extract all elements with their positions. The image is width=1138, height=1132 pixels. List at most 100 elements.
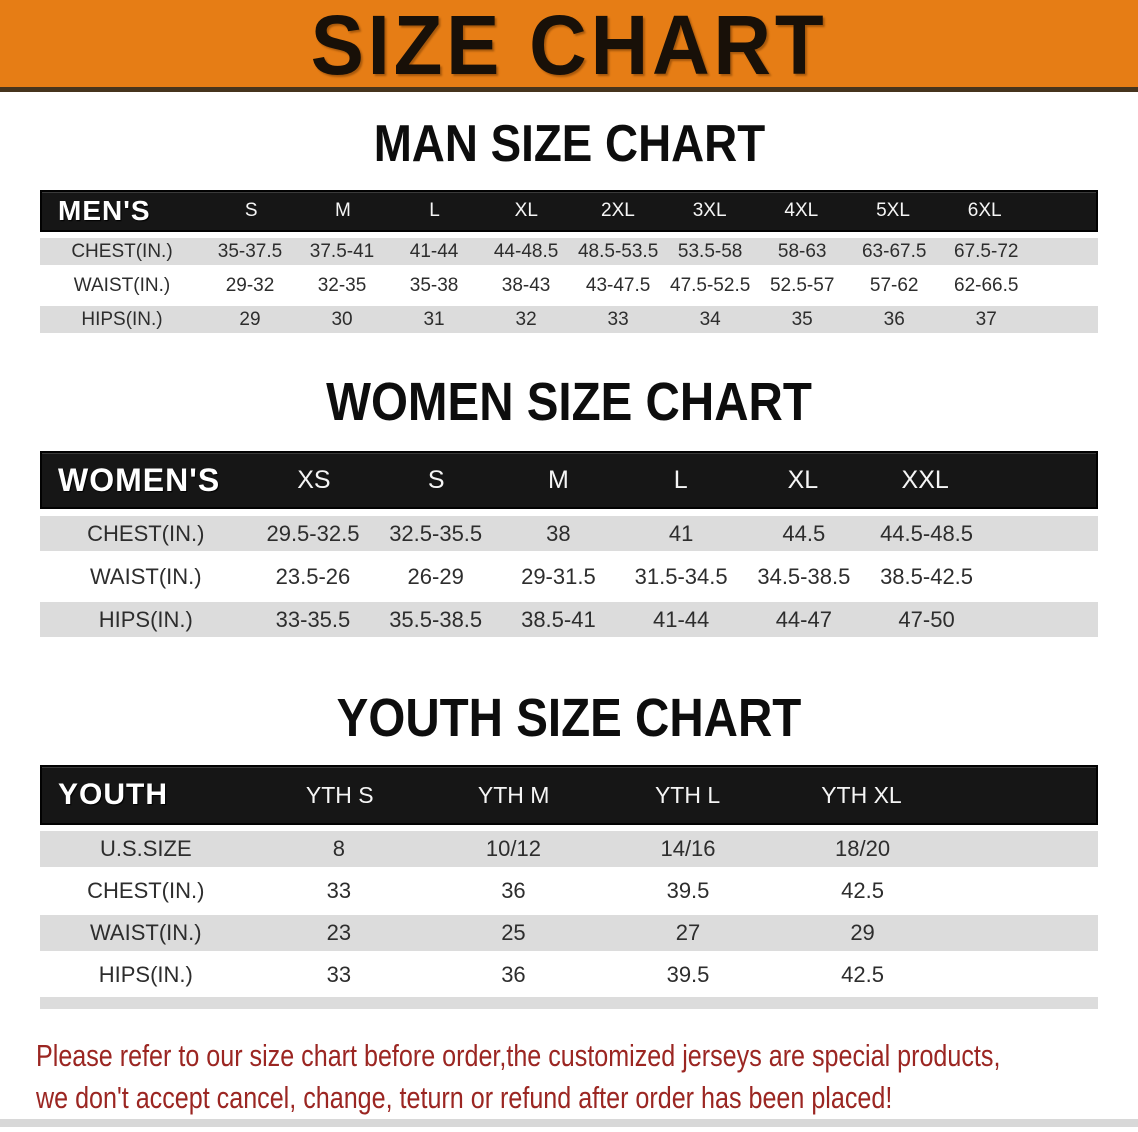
youth-size-chart-section: YOUTH SIZE CHART YOUTH YTH S YTH M YTH L YT… [0, 691, 1138, 1009]
size-column-header: 3XL [692, 200, 727, 221]
size-value-cell: 53.5-58 [677, 240, 743, 262]
size-value-cell: 62-66.5 [954, 274, 1019, 296]
size-value-cell: 38.5-42.5 [880, 563, 974, 589]
row-label: HIPS(IN.) [98, 962, 193, 987]
size-value-cell: 32-35 [317, 274, 367, 296]
size-value-cell: 27 [675, 920, 701, 945]
size-value-cell: 41-44 [409, 240, 459, 262]
womens-table-header: WOMEN'S XS S M L XL XXL [40, 451, 1098, 509]
size-value-cell: 36 [501, 878, 526, 903]
size-column-header: 2XL [601, 200, 635, 221]
size-value-cell: 33 [607, 308, 629, 330]
banner-title: SIZE CHART [310, 0, 828, 92]
size-value-cell: 52.5-57 [769, 274, 835, 296]
table-row: CHEST(IN.) 33 36 39.5 42.5 [40, 873, 1098, 909]
youth-size-table: YOUTH YTH S YTH M YTH L YTH XL U.S.SIZE 8 10/… [40, 765, 1098, 1009]
women-section-heading: WOMEN SIZE CHART [0, 375, 1138, 429]
youth-corner-label: YOUTH [58, 778, 168, 811]
row-label: WAIST(IN.) [73, 274, 171, 296]
size-value-cell: 57-62 [869, 274, 919, 296]
size-column-header: XL [787, 465, 819, 494]
man-size-chart-section: MAN SIZE CHART MEN'S S M L XL 2XL 3XL 4XL 5XL 6X… [0, 118, 1138, 333]
size-value-cell: 30 [331, 308, 353, 330]
size-value-cell: 29 [239, 308, 261, 330]
size-value-cell: 14/16 [660, 836, 716, 861]
size-value-cell: 18/20 [835, 836, 891, 861]
size-value-cell: 35-37.5 [217, 240, 283, 262]
mens-size-table: MEN'S S M L XL 2XL 3XL 4XL 5XL 6XL CHEST(IN.) 35-… [40, 190, 1098, 333]
size-value-cell: 34 [699, 308, 721, 330]
size-value-cell: 44-47 [775, 606, 832, 632]
size-column-header: M [548, 465, 569, 494]
size-column-header: YTH M [477, 781, 550, 808]
table-row: WAIST(IN.) 23.5-26 26-29 29-31.5 31.5-34.5 34… [40, 559, 1098, 594]
banner: SIZE CHART [0, 0, 1138, 92]
size-column-header: XXL [901, 465, 949, 494]
row-label: HIPS(IN.) [81, 308, 163, 330]
size-value-cell: 23 [326, 920, 352, 945]
size-value-cell: 44.5 [782, 520, 826, 546]
size-value-cell: 8 [332, 836, 345, 861]
disclaimer-line-1: Please refer to our size chart before or… [36, 1035, 1138, 1077]
size-column-header: S [244, 200, 258, 221]
size-column-header: XS [297, 465, 331, 494]
size-value-cell: 37.5-41 [309, 240, 375, 262]
mens-table-header: MEN'S S M L XL 2XL 3XL 4XL 5XL 6XL [40, 190, 1098, 232]
size-value-cell: 44-48.5 [493, 240, 559, 262]
size-value-cell: 29-32 [225, 274, 275, 296]
size-value-cell: 39.5 [666, 962, 710, 987]
row-label: CHEST(IN.) [87, 520, 205, 546]
size-value-cell: 31.5-34.5 [634, 563, 728, 589]
size-value-cell: 48.5-53.5 [577, 240, 659, 262]
size-value-cell: 35 [791, 308, 813, 330]
size-value-cell: 26-29 [407, 563, 464, 589]
womens-size-table: WOMEN'S XS S M L XL XXL CHEST(IN.) 29.5-32.5 32… [40, 451, 1098, 637]
table-row: CHEST(IN.) 29.5-32.5 32.5-35.5 38 41 44.5 44.5… [40, 516, 1098, 551]
size-column-header: YTH L [654, 781, 721, 808]
disclaimer-line-1-text: Please refer to our size chart before or… [36, 1038, 1001, 1073]
size-value-cell: 41 [668, 520, 694, 546]
size-value-cell: 43-47.5 [585, 274, 651, 296]
row-label: CHEST(IN.) [71, 240, 173, 262]
size-value-cell: 33 [326, 878, 352, 903]
size-value-cell: 47.5-52.5 [670, 274, 751, 296]
size-value-cell: 42.5 [841, 878, 884, 903]
size-value-cell: 58-63 [777, 240, 827, 262]
size-value-cell: 37 [975, 308, 997, 330]
size-value-cell: 41-44 [652, 606, 710, 632]
size-value-cell: 47-50 [898, 606, 955, 632]
womens-table-body: CHEST(IN.) 29.5-32.5 32.5-35.5 38 41 44.5 44.5… [40, 516, 1098, 637]
size-value-cell: 38-43 [501, 274, 551, 296]
size-column-header: XL [514, 200, 538, 221]
size-column-header: L [673, 465, 688, 494]
size-column-header: S [427, 465, 445, 494]
women-size-chart-section: WOMEN SIZE CHART WOMEN'S XS S M L XL XXL CHES… [0, 375, 1138, 637]
size-value-cell: 35-38 [409, 274, 459, 296]
table-row: HIPS(IN.) 29 30 31 32 33 34 35 36 37 [40, 306, 1098, 333]
size-value-cell: 29-31.5 [521, 563, 596, 589]
row-label: HIPS(IN.) [98, 606, 193, 632]
size-column-header: YTH S [305, 781, 374, 808]
size-value-cell: 31 [423, 308, 445, 330]
youth-section-heading: YOUTH SIZE CHART [0, 691, 1138, 745]
size-value-cell: 10/12 [485, 836, 541, 861]
size-column-header: M [334, 200, 351, 221]
size-value-cell: 44.5-48.5 [880, 520, 974, 546]
size-value-cell: 34.5-38.5 [757, 563, 851, 589]
size-column-header: L [429, 200, 440, 221]
size-value-cell: 29 [850, 920, 875, 945]
size-value-cell: 38.5-41 [521, 606, 596, 632]
size-column-header: 4XL [784, 200, 819, 221]
table-row: U.S.SIZE 8 10/12 14/16 18/20 [40, 831, 1098, 867]
womens-corner-label: WOMEN'S [58, 461, 221, 498]
youth-table-body: U.S.SIZE 8 10/12 14/16 18/20 CHEST(IN.) 33 36 39… [40, 831, 1098, 993]
size-value-cell: 38 [546, 520, 571, 546]
size-value-cell: 39.5 [666, 878, 710, 903]
disclaimer-line-2: we don't accept cancel, change, teturn o… [36, 1077, 1138, 1119]
youth-table-header: YOUTH YTH S YTH M YTH L YTH XL [40, 765, 1098, 825]
table-row: CHEST(IN.) 35-37.5 37.5-41 41-44 44-48.5 48.5… [40, 238, 1098, 265]
youth-section-heading-text: YOUTH SIZE CHART [336, 688, 802, 748]
women-section-heading-text: WOMEN SIZE CHART [326, 372, 812, 432]
size-value-cell: 25 [501, 920, 526, 945]
